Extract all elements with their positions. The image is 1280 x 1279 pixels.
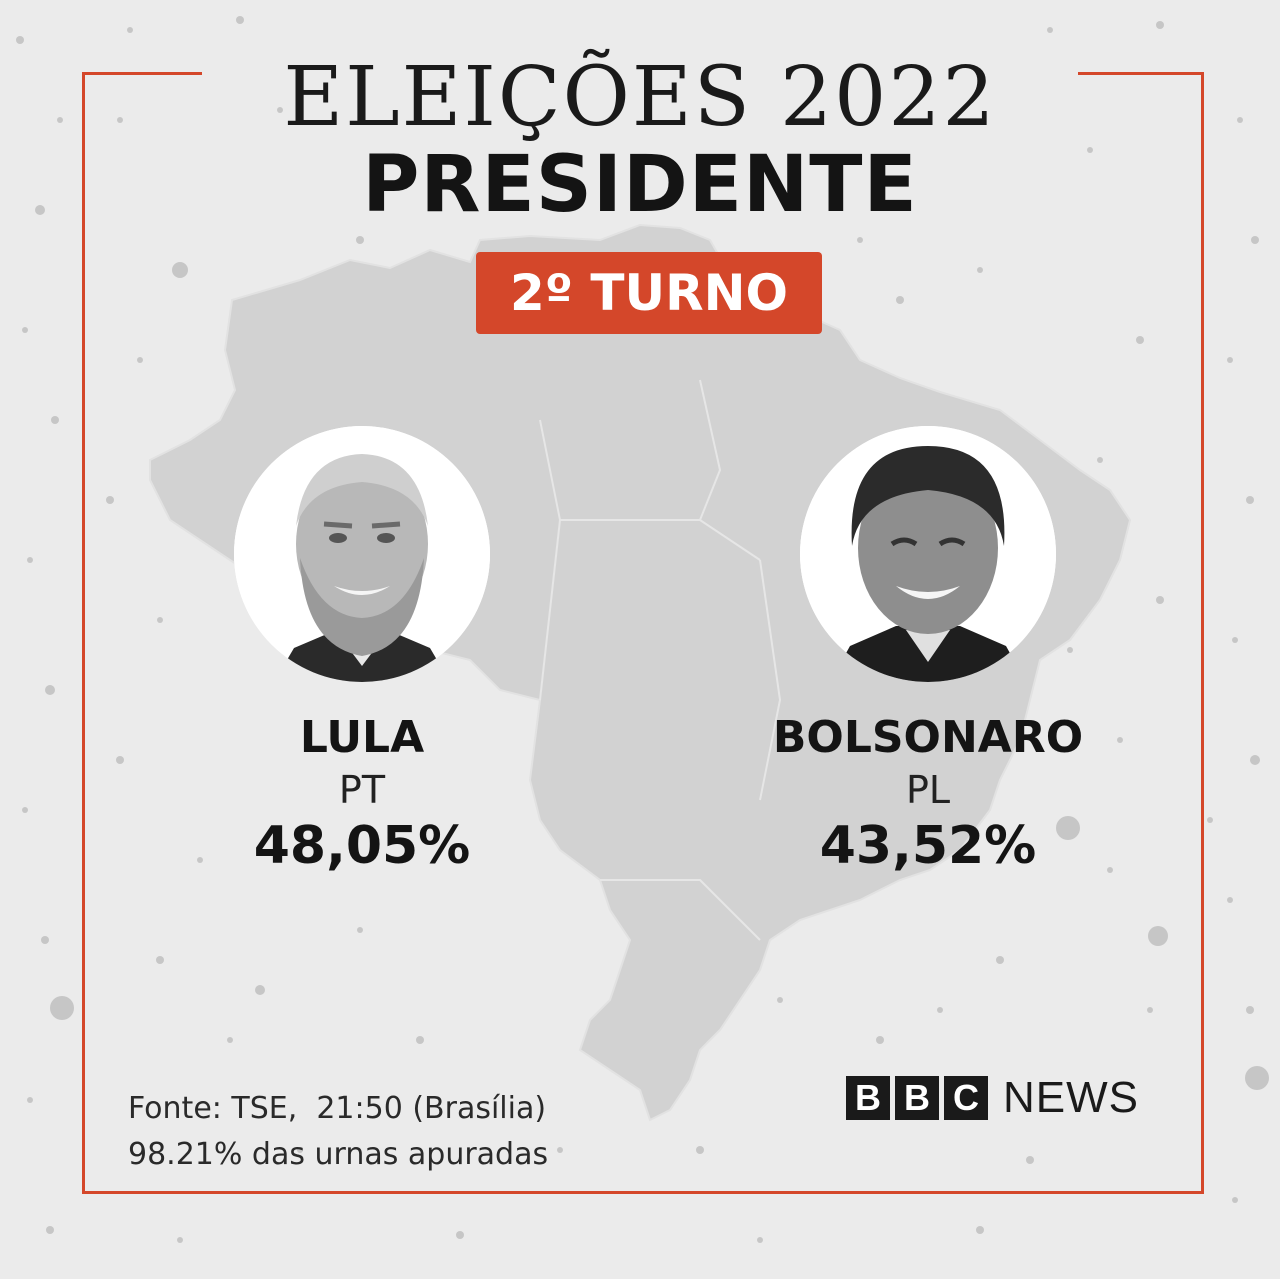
candidate-bolsonaro: BOLSONARO PL 43,52%: [718, 712, 1138, 876]
candidate-party: PL: [905, 768, 951, 812]
logo-word-news: NEWS: [1003, 1073, 1139, 1122]
logo-block-b1: B: [846, 1076, 890, 1120]
count-line: 98.21% das urnas apuradas: [128, 1137, 549, 1172]
portrait-bolsonaro-image: [800, 426, 1056, 682]
logo-block-b2: B: [895, 1076, 939, 1120]
candidate-name: LULA: [299, 712, 425, 763]
frame-right-line: [1201, 72, 1204, 1194]
frame-left-line: [82, 72, 85, 1194]
bbc-news-logo: B B C NEWS: [846, 1073, 1139, 1122]
page-subtitle: PRESIDENTE: [362, 140, 918, 230]
portrait-lula-image: [234, 426, 490, 682]
frame-top-left-line: [82, 72, 202, 75]
frame-bottom-line: [82, 1191, 1204, 1194]
source-line: Fonte: TSE, 21:50 (Brasília): [128, 1091, 547, 1126]
page-title: ELEIÇÕES 2022: [283, 50, 997, 145]
round-badge: 2º TURNO: [476, 252, 822, 334]
candidate-percent: 48,05%: [253, 816, 471, 876]
candidate-name: BOLSONARO: [772, 712, 1084, 763]
source-note: Fonte: TSE, 21:50 (Brasília) 98.21% das …: [128, 1086, 548, 1178]
logo-block-c: C: [944, 1076, 988, 1120]
candidate-portrait-bolsonaro: [800, 426, 1056, 682]
candidate-portrait-lula: [234, 426, 490, 682]
candidate-party: PT: [338, 768, 386, 812]
candidate-lula: LULA PT 48,05%: [152, 712, 572, 876]
frame-top-right-line: [1078, 72, 1204, 75]
candidate-percent: 43,52%: [819, 816, 1037, 876]
